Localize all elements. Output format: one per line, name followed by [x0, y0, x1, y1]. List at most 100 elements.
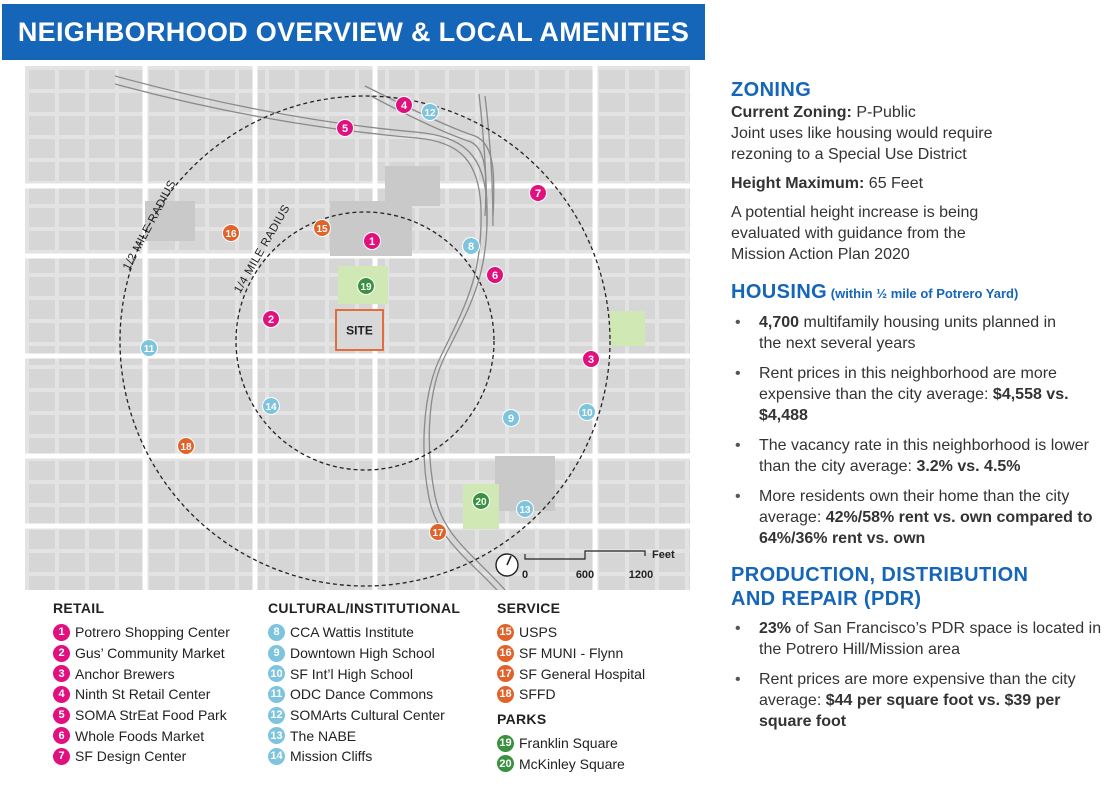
city-block — [419, 507, 445, 526]
city-block — [119, 208, 145, 227]
city-block — [179, 369, 205, 388]
city-block — [89, 415, 115, 434]
legend-item-cultural: 13 The NABE — [268, 725, 460, 746]
city-block — [269, 323, 295, 342]
city-block — [329, 392, 355, 411]
city-block — [59, 231, 85, 250]
city-block — [329, 162, 355, 181]
map-marker-18[interactable]: 18 — [177, 437, 195, 455]
city-block — [479, 231, 505, 250]
city-block — [359, 507, 385, 526]
map-marker-10[interactable]: 10 — [578, 403, 596, 421]
city-block — [239, 162, 265, 181]
city-block — [449, 300, 475, 319]
city-block — [539, 530, 565, 549]
city-block — [329, 93, 355, 112]
map-marker-2[interactable]: 2 — [262, 310, 280, 328]
city-block — [569, 208, 595, 227]
city-block — [329, 553, 355, 572]
map-marker-16[interactable]: 16 — [222, 224, 240, 242]
city-block — [179, 323, 205, 342]
city-block — [389, 576, 415, 590]
city-block — [389, 553, 415, 572]
city-block — [29, 392, 55, 411]
city-block — [569, 254, 595, 273]
city-block — [29, 254, 55, 273]
city-block — [119, 116, 145, 135]
city-block — [269, 576, 295, 590]
housing-bullet-1: 4,700 multifamily housing units planned … — [731, 312, 1079, 354]
city-block — [539, 553, 565, 572]
map-marker-6[interactable]: 6 — [486, 266, 504, 284]
city-block — [359, 461, 385, 480]
city-block — [509, 254, 535, 273]
city-block — [599, 93, 625, 112]
map-marker-4[interactable]: 4 — [395, 96, 413, 114]
map-marker-8[interactable]: 8 — [462, 237, 480, 255]
city-block — [119, 70, 145, 89]
city-block — [359, 576, 385, 590]
city-block — [509, 93, 535, 112]
city-block — [479, 415, 505, 434]
city-block — [59, 277, 85, 296]
city-block — [359, 139, 385, 158]
city-block — [269, 139, 295, 158]
city-block — [629, 576, 655, 590]
city-block — [689, 438, 690, 457]
map-marker-20[interactable]: 20 — [472, 492, 490, 510]
city-block — [209, 461, 235, 480]
city-block — [659, 208, 685, 227]
city-block — [269, 438, 295, 457]
city-block — [119, 277, 145, 296]
legend-label: Ninth St Retail Center — [75, 686, 211, 703]
city-block — [209, 438, 235, 457]
zoning-current: Current Zoning: P-Public — [731, 104, 916, 121]
city-block — [119, 185, 145, 204]
city-block — [89, 461, 115, 480]
city-block — [689, 70, 690, 89]
city-block — [299, 484, 325, 503]
map-marker-1[interactable]: 1 — [363, 232, 381, 250]
city-block — [449, 116, 475, 135]
city-block — [89, 576, 115, 590]
city-block — [539, 93, 565, 112]
map-marker-5[interactable]: 5 — [336, 119, 354, 137]
city-block — [89, 208, 115, 227]
city-block — [209, 484, 235, 503]
city-block — [329, 415, 355, 434]
scale-tick-1200: 1200 — [629, 569, 653, 581]
city-block — [659, 254, 685, 273]
city-block — [179, 185, 205, 204]
map-marker-15[interactable]: 15 — [313, 219, 331, 237]
map-marker-7[interactable]: 7 — [529, 184, 547, 202]
map-marker-19[interactable]: 19 — [357, 277, 375, 295]
legend-number-badge: 1 — [53, 623, 70, 641]
city-block — [179, 415, 205, 434]
city-block — [659, 507, 685, 526]
legend-number-badge: 12 — [268, 706, 285, 724]
city-block — [599, 162, 625, 181]
city-block — [599, 576, 625, 590]
map-marker-3[interactable]: 3 — [582, 350, 600, 368]
map-marker-number: 14 — [265, 402, 277, 413]
scale-unit: Feet — [652, 549, 675, 561]
map-marker-17[interactable]: 17 — [429, 523, 447, 541]
city-block — [239, 553, 265, 572]
city-block — [629, 70, 655, 89]
legend-item-retail: 1 Potrero Shopping Center — [53, 622, 230, 643]
map-marker-11[interactable]: 11 — [140, 339, 158, 357]
city-block — [59, 576, 85, 590]
city-block — [239, 323, 265, 342]
city-block — [299, 507, 325, 526]
map-marker-number: 6 — [492, 270, 498, 282]
city-block — [569, 162, 595, 181]
map-marker-12[interactable]: 12 — [421, 103, 439, 121]
map-marker-14[interactable]: 14 — [262, 397, 280, 415]
city-block — [509, 116, 535, 135]
city-block — [179, 553, 205, 572]
city-block — [209, 254, 235, 273]
map-marker-9[interactable]: 9 — [502, 409, 520, 427]
map-marker-13[interactable]: 13 — [516, 500, 534, 518]
neighborhood-map[interactable]: 1/2 MILE RADIUS 1/4 MILE RADIUS SITE 123… — [25, 66, 690, 590]
